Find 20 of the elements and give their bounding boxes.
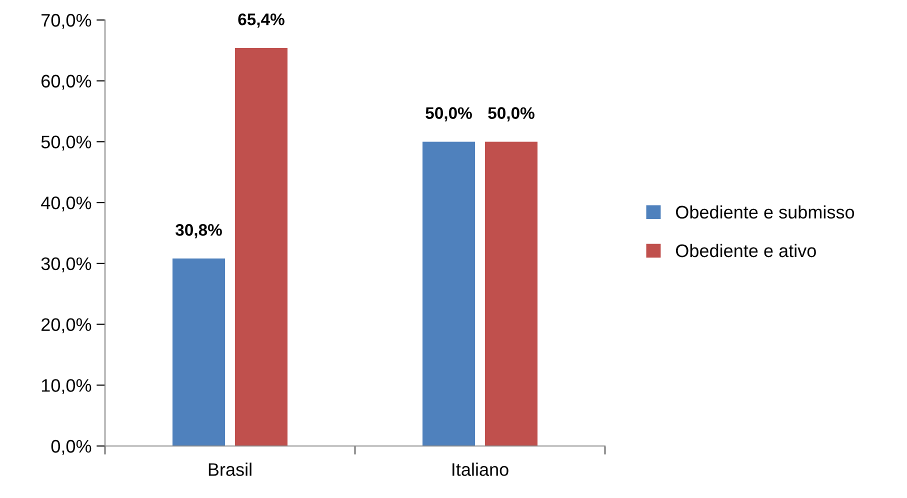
bar [235, 48, 288, 446]
y-tick-label: 30,0% [41, 257, 92, 272]
data-label: 50,0% [488, 107, 534, 122]
bar [485, 142, 538, 446]
y-tick-label: 0,0% [51, 440, 92, 455]
x-tick-label: Italiano [452, 462, 508, 476]
y-tick-label: 40,0% [41, 196, 92, 212]
y-tick-label: 20,0% [42, 318, 92, 334]
data-label: 50,0% [426, 107, 472, 122]
legend-label: Obediente e submisso [676, 205, 854, 219]
y-tick-label: 10,0% [42, 379, 92, 394]
y-tick-label: 60,0% [42, 74, 92, 90]
legend-label: Obediente e ativo [676, 244, 816, 258]
y-tick-label: 50,0% [41, 136, 92, 151]
data-label: 30,8% [176, 224, 222, 238]
y-tick-label: 70,0% [42, 14, 92, 29]
x-tick-label: Brasil [208, 462, 252, 476]
bar [172, 258, 225, 446]
data-label: 65,4% [238, 13, 284, 28]
bar [422, 142, 475, 446]
